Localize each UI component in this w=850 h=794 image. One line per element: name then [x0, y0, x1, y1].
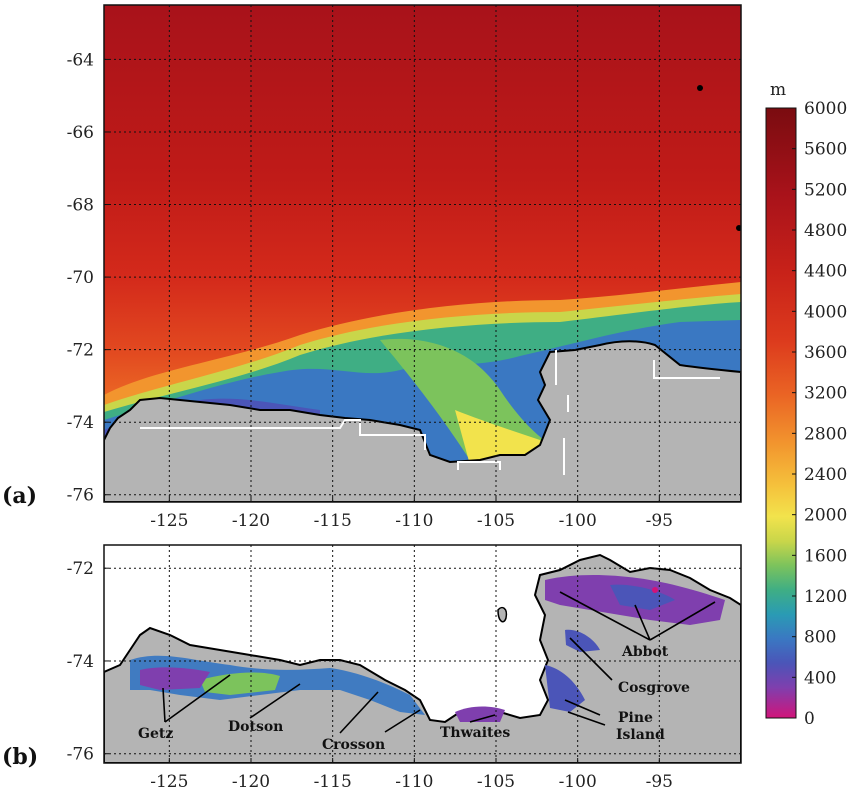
transect-lines: [140, 350, 720, 475]
abbot-melt-blue: [610, 584, 675, 610]
panel-b-ytick-label: -72: [67, 559, 94, 579]
ice-shelf-leaders: [162, 591, 716, 734]
cosgrove-melt: [565, 629, 600, 652]
panel-a-xtick-label: -120: [232, 511, 270, 531]
colorbar-tick-label: 4800: [804, 221, 847, 241]
seamount-dot: [736, 225, 741, 231]
panel-a-xtick-label: -110: [395, 511, 433, 531]
colorbar-tick-label: 2000: [804, 506, 847, 526]
panel-a-ytick-label: -72: [67, 341, 94, 361]
panel-a-ticks: -125 -120 -115 -110 -105 -100 -95 -64 -66 -68 -70 -…: [67, 50, 673, 531]
panel-a-ytick-label: -66: [67, 123, 94, 143]
melt-hotspot: [652, 587, 658, 593]
thwaites-melt: [455, 706, 505, 722]
colorbar-tick-label: 4000: [804, 302, 847, 322]
island: [497, 606, 508, 623]
panel-b-xtick-label: -125: [150, 772, 188, 792]
panel-b-grid: [104, 545, 741, 763]
panel-b-xtick-label: -95: [646, 772, 673, 792]
panel-a-ytick-label: -74: [67, 413, 94, 433]
panel-a-label: (a): [2, 483, 37, 509]
panel-b-frame: [103, 544, 742, 764]
panel-a-map: [104, 5, 741, 502]
panel-a-xtick-label: -125: [150, 511, 188, 531]
panel-a-xtick-label: -115: [314, 511, 352, 531]
getz-dotson-melt: [130, 655, 425, 715]
colorbar-tick-label: 3200: [804, 384, 847, 404]
panel-a-xtick-label: -100: [559, 511, 597, 531]
panel-b-ytick-label: -74: [67, 652, 94, 672]
colorbar-tick-label: 400: [804, 668, 836, 688]
label-cosgrove: Cosgrove: [618, 680, 690, 696]
getz-melt-purple: [140, 667, 210, 690]
panel-a-ytick-label: -68: [67, 196, 94, 216]
label-crosson: Crosson: [322, 737, 385, 753]
label-thwaites: Thwaites: [440, 725, 510, 741]
label-island: Island: [616, 727, 665, 743]
trough-green: [380, 338, 560, 460]
colorbar-unit: m: [770, 80, 786, 100]
panel-b-xtick-label: -120: [232, 772, 270, 792]
panel-a-land: [104, 340, 741, 502]
panel-b-xtick-label: -100: [559, 772, 597, 792]
seamount-dot: [697, 85, 703, 91]
colorbar-tick-label: 5200: [804, 180, 847, 200]
colorbar-tick-label: 6000: [804, 99, 847, 119]
panel-b-ticks: -125 -120 -115 -110 -105 -100 -95 -72 -74 -76: [67, 559, 673, 792]
label-abbot: Abbot: [621, 644, 669, 660]
colorbar-tick-label: 1200: [804, 587, 847, 607]
panel-b-xtick-label: -115: [314, 772, 352, 792]
panel-a-ytick-label: -70: [67, 268, 94, 288]
panel-a-xtick-label: -95: [646, 511, 673, 531]
label-getz: Getz: [138, 726, 173, 742]
colorbar-tick-label: 3600: [804, 343, 847, 363]
colorbar-tick-label: 1600: [804, 546, 847, 566]
colorbar-tick-label: 0: [804, 709, 815, 729]
label-pine: Pine: [618, 710, 653, 726]
colorbar: [765, 107, 797, 719]
panel-b-xtick-label: -105: [477, 772, 515, 792]
colorbar-tick-label: 4400: [804, 262, 847, 282]
panel-a-ytick-label: -64: [67, 50, 94, 70]
colorbar-tick-label: 5600: [804, 140, 847, 160]
pine-island-melt: [545, 665, 585, 712]
panel-b-ytick-label: -76: [67, 745, 94, 765]
colorbar-ticks: 6000560052004800440040003600320028002400…: [792, 99, 847, 729]
colorbar-tick-label: 2800: [804, 424, 847, 444]
panel-a-xtick-label: -105: [477, 511, 515, 531]
panel-b-xtick-label: -110: [395, 772, 433, 792]
panel-b-map: [104, 545, 741, 763]
panel-a-ytick-label: -76: [67, 486, 94, 506]
panel-b-label: (b): [2, 744, 38, 770]
label-dotson: Dotson: [228, 719, 283, 735]
panel-a-frame: [103, 4, 742, 503]
colorbar-tick-label: 2400: [804, 465, 847, 485]
panel-a-grid: [104, 5, 741, 502]
getz-melt-green: [200, 672, 280, 695]
colorbar-tick-label: 800: [804, 628, 836, 648]
